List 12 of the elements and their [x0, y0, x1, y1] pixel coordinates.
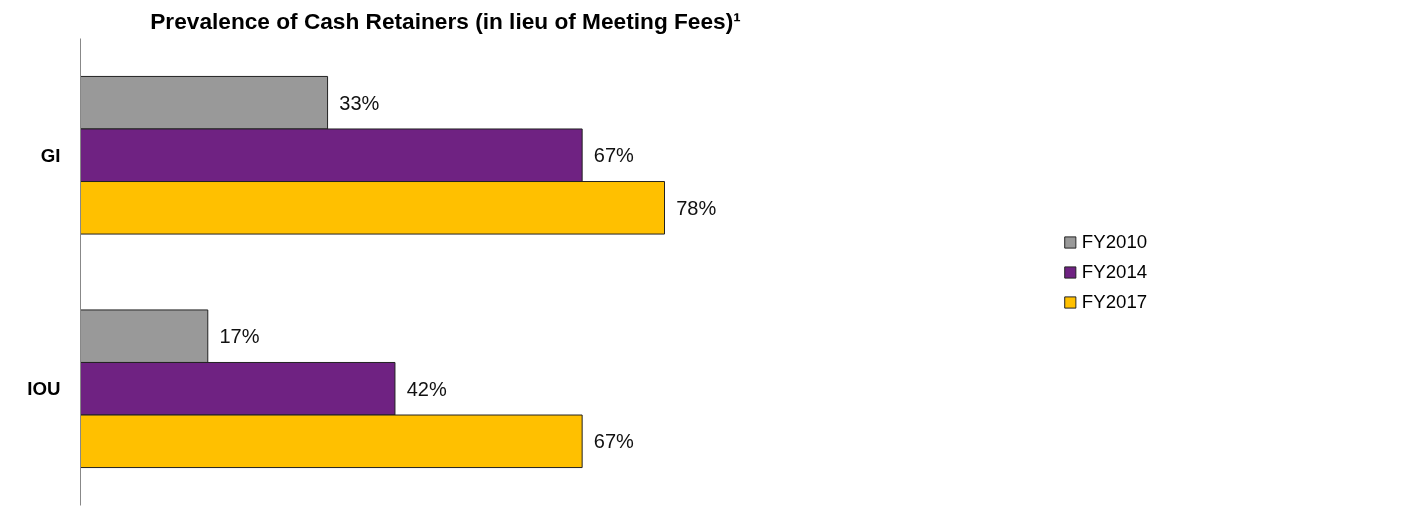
y-tick-label: GI: [40, 144, 61, 166]
chart-title: Prevalence of Cash Retainers (in lieu of Meeting Fees)¹: [150, 7, 741, 34]
data-label: 67%: [593, 144, 635, 167]
data-label: 78%: [676, 196, 717, 219]
data-label: 33%: [339, 91, 380, 114]
data-label: 67%: [593, 430, 635, 453]
legend-label: FY2010: [1081, 230, 1148, 253]
data-label: 17%: [219, 325, 260, 348]
data-label: 42%: [406, 377, 447, 400]
y-tick-label: IOU: [27, 378, 61, 400]
legend-label: FY2017: [1081, 290, 1148, 313]
legend-label: FY2014: [1081, 260, 1148, 283]
